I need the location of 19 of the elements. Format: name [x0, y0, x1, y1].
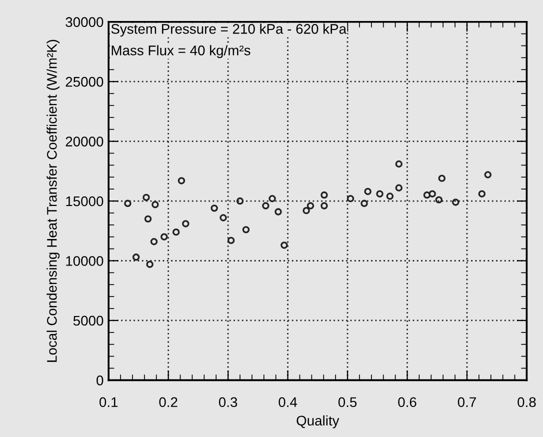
x-tick-label: 0.5 [338, 397, 357, 408]
y-axis-title: Local Condensing Heat Transfer Coefficient (W/m²K) [46, 40, 60, 362]
x-tick-label: 0.2 [159, 397, 178, 408]
x-tick-label: 0.6 [398, 397, 416, 408]
y-tick-label: 0 [96, 376, 104, 386]
x-tick-label: 0.3 [218, 397, 238, 408]
y-tick-label: 30000 [66, 17, 104, 28]
x-tick-label: 0.7 [458, 397, 476, 408]
x-axis-title: Quality [296, 415, 340, 428]
annotation: System Pressure = 210 kPa - 620 kPa [111, 24, 347, 37]
x-tick-label: 0.1 [99, 397, 118, 408]
x-tick-label: 0.4 [278, 397, 298, 408]
y-tick-label: 5000 [73, 316, 104, 326]
y-tick-label: 15000 [66, 196, 104, 206]
x-tick-label: 0.8 [518, 397, 536, 408]
y-tick-label: 10000 [66, 256, 104, 266]
y-tick-label: 25000 [66, 76, 104, 87]
y-tick-label: 20000 [66, 136, 104, 146]
annotation: Mass Flux = 40 kg/m²s [112, 45, 250, 58]
